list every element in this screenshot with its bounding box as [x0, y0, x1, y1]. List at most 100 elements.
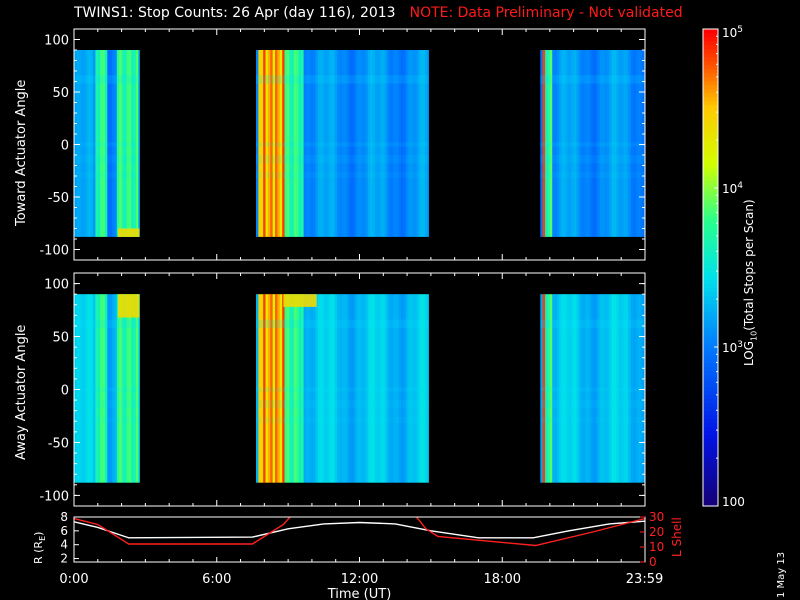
away-ytick-label: -100 — [39, 489, 69, 504]
toward-heat-column — [422, 50, 426, 237]
toward-heat-column — [585, 50, 589, 237]
away-heat-column — [298, 294, 302, 483]
toward-heat-column — [355, 50, 359, 237]
toward-heat-column — [320, 50, 324, 237]
toward-heat-column — [427, 50, 429, 237]
away-angle-band — [540, 417, 645, 424]
away-heat-column — [606, 294, 610, 483]
away-heat-column — [81, 294, 84, 483]
colorbar-swatch — [703, 386, 718, 392]
away-heat-column — [263, 294, 266, 483]
toward-heat-column — [315, 50, 319, 237]
away-heat-column — [540, 294, 544, 483]
away-heat-column — [310, 294, 314, 483]
orbit-left-ylabel: R (RE) — [32, 531, 48, 564]
toward-heat-column — [642, 50, 646, 237]
away-heat-column — [630, 294, 634, 483]
toward-heat-column — [370, 50, 373, 237]
away-heat-column — [552, 294, 555, 483]
colorbar-swatch — [703, 247, 718, 253]
away-heat-column — [616, 294, 620, 483]
toward-heat-column — [282, 50, 285, 237]
colorbar-swatch — [703, 56, 718, 62]
toward-heat-column — [401, 50, 404, 237]
toward-heat-column — [95, 50, 99, 237]
toward-angle-band — [540, 142, 645, 147]
toward-angle-band — [540, 171, 645, 179]
toward-heat-column — [599, 50, 603, 237]
toward-heat-column — [112, 50, 115, 237]
toward-heat-column — [93, 50, 96, 237]
away-heat-column — [332, 294, 335, 483]
toward-heat-column — [628, 50, 632, 237]
orbit-left-ytick-label: 6 — [60, 524, 68, 538]
away-ytick-label: 100 — [44, 278, 69, 293]
toward-ytick-label: 100 — [44, 34, 69, 49]
away-heat-column — [358, 294, 362, 483]
toward-heat-column — [379, 50, 383, 237]
away-heat-column — [95, 294, 99, 483]
toward-heat-column — [556, 50, 560, 237]
away-heat-column — [554, 294, 558, 483]
away-heat-column — [267, 294, 271, 483]
toward-heat-column — [410, 50, 414, 237]
colorbar-swatch — [703, 311, 718, 316]
toward-heat-column — [138, 50, 140, 237]
away-heat-column — [379, 294, 383, 483]
toward-heat-column — [317, 50, 321, 237]
away-heat-column — [272, 294, 276, 483]
away-heat-column — [256, 294, 259, 483]
away-heat-column — [121, 294, 125, 483]
away-heat-column — [133, 294, 137, 483]
toward-heat-column — [327, 50, 331, 237]
colorbar-swatch — [703, 347, 718, 352]
toward-angle-band — [74, 75, 140, 84]
away-heat-column — [604, 294, 608, 483]
toward-heat-column — [83, 50, 87, 237]
toward-heat-column — [424, 50, 428, 237]
colorbar-swatch — [703, 172, 718, 177]
colorbar-swatch — [703, 410, 718, 416]
colorbar-swatch — [703, 374, 718, 380]
toward-heat-column — [384, 50, 388, 237]
away-angle-band — [74, 387, 140, 392]
away-heat-column — [104, 294, 108, 483]
toward-heat-column — [552, 50, 555, 237]
toward-heat-column — [408, 50, 412, 237]
away-heat-column — [587, 294, 591, 483]
away-angle-band — [74, 319, 140, 329]
colorbar-swatch — [703, 251, 718, 257]
colorbar-swatch — [703, 60, 718, 66]
toward-angle-band — [74, 142, 140, 147]
toward-heat-column — [630, 50, 634, 237]
away-heat-column — [398, 294, 402, 483]
colorbar-swatch — [703, 394, 718, 400]
away-heat-column — [424, 294, 428, 483]
colorbar-swatch — [703, 132, 718, 137]
away-heat-column — [384, 294, 388, 483]
colorbar-swatch — [703, 84, 718, 90]
toward-heat-column — [564, 50, 567, 237]
away-heat-column — [334, 294, 338, 483]
away-heat-column — [623, 294, 627, 483]
away-heat-column — [114, 294, 118, 483]
away-heat-column — [590, 294, 594, 483]
toward-heat-column — [363, 50, 366, 237]
toward-heat-column — [637, 50, 641, 237]
away-heat-column — [405, 294, 409, 483]
toward-heat-column — [279, 50, 283, 237]
toward-heat-column — [78, 50, 82, 237]
colorbar-swatch — [703, 366, 718, 372]
colorbar-swatch — [703, 100, 718, 106]
away-heat-column — [545, 294, 548, 483]
away-heat-column — [85, 294, 89, 483]
toward-heat-column — [547, 50, 551, 237]
colorbar-swatch — [703, 362, 718, 368]
toward-ytick-label: -50 — [48, 191, 69, 206]
colorbar-swatch — [703, 275, 718, 281]
toward-heat-column — [263, 50, 266, 237]
away-heat-column — [417, 294, 421, 483]
toward-heat-column — [308, 50, 312, 237]
away-heat-column — [377, 294, 381, 483]
x-tick-label: 18:00 — [484, 572, 521, 587]
